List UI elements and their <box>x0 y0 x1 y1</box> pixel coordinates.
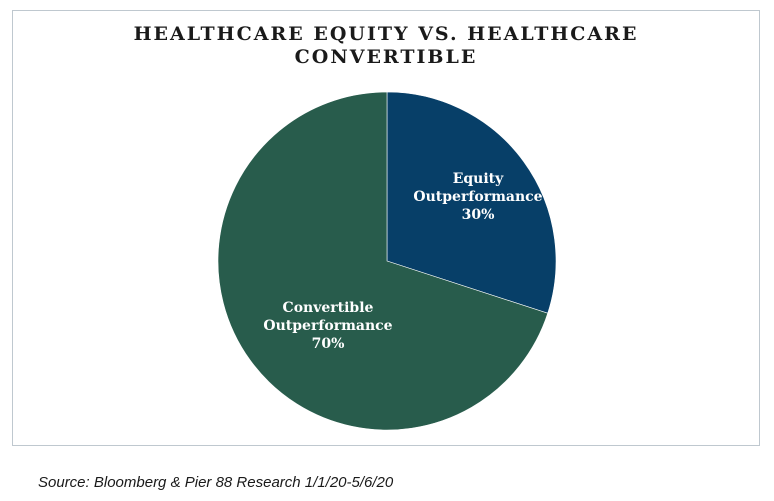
slice-label-2: Convertible Outperformance 70% <box>263 300 392 352</box>
chart-title-line-1: HEALTHCARE EQUITY VS. HEALTHCARE <box>133 23 639 45</box>
slice-label-2-line-3: 70% <box>312 336 345 352</box>
pie-slice-2 <box>217 91 549 431</box>
pie-slice-1 <box>386 91 557 314</box>
chart-title-line-2: CONVERTIBLE <box>294 46 478 68</box>
slice-label-1: Equity Outperformance 30% <box>413 171 542 223</box>
slice-label-1-line-1: Equity <box>453 171 504 187</box>
slice-label-2-line-2: Outperformance <box>263 318 392 334</box>
pie-chart: Equity Outperformance 30% Convertible Outper… <box>217 91 557 431</box>
chart-title: HEALTHCARE EQUITY VS. HEALTHCARE CONVERT… <box>13 23 759 69</box>
slice-label-1-line-2: Outperformance <box>413 189 542 205</box>
slice-label-2-line-1: Convertible <box>283 300 374 316</box>
chart-frame: HEALTHCARE EQUITY VS. HEALTHCARE CONVERT… <box>12 10 760 446</box>
slice-label-1-line-3: 30% <box>462 207 495 223</box>
source-note: Source: Bloomberg & Pier 88 Research 1/1… <box>38 474 394 491</box>
